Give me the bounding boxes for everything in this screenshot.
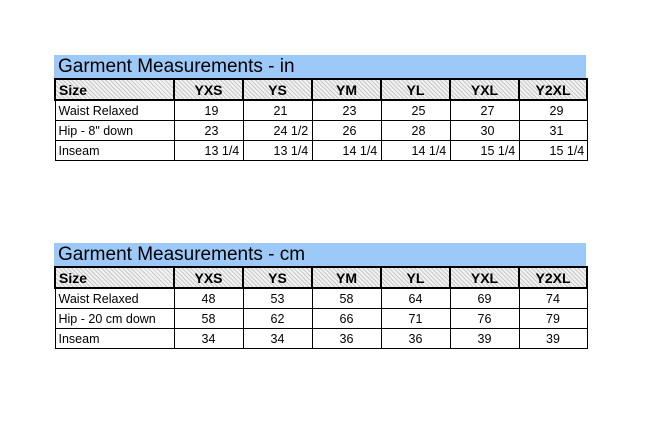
header-cell: YXS (173, 78, 244, 101)
table-cell: 39 (449, 328, 520, 349)
table-cell: 28 (380, 120, 451, 141)
row-label-cell: Hip - 20 cm down (54, 308, 175, 329)
table-cell: 76 (449, 308, 520, 329)
header-cell: Y2XL (518, 266, 588, 289)
table-block-inches: Garment Measurements - in Size YXS YS YM… (54, 55, 588, 161)
header-cell: YS (242, 266, 313, 289)
table-cell: 48 (173, 287, 244, 309)
table-cell: 58 (311, 287, 382, 309)
table-cell: 58 (173, 308, 244, 329)
table-cell: 39 (518, 328, 588, 349)
row-label-cell: Inseam (54, 328, 175, 349)
measurement-table: Size YXS YS YM YL YXL Y2XL Waist Relaxed… (54, 78, 588, 161)
table-cell: 25 (380, 99, 451, 121)
measurement-table: Size YXS YS YM YL YXL Y2XL Waist Relaxed… (54, 266, 588, 349)
table-cell: 79 (518, 308, 588, 329)
table-cell: 13 1/4 (242, 140, 313, 161)
table-header-row: Size YXS YS YM YL YXL Y2XL (54, 78, 588, 101)
table-cell: 69 (449, 287, 520, 309)
table-cell: 14 1/4 (311, 140, 382, 161)
table-cell: 62 (242, 308, 313, 329)
table-cell: 21 (242, 99, 313, 121)
table-cell: 31 (518, 120, 588, 141)
table-row: Inseam 34 34 36 36 39 39 (54, 328, 588, 349)
table-cell: 15 1/4 (449, 140, 520, 161)
table-cell: 36 (311, 328, 382, 349)
table-cell: 26 (311, 120, 382, 141)
table-header-row: Size YXS YS YM YL YXL Y2XL (54, 266, 588, 289)
table-cell: 34 (173, 328, 244, 349)
table-cell: 36 (380, 328, 451, 349)
header-cell: YL (380, 266, 451, 289)
header-cell: YXS (173, 266, 244, 289)
header-cell: YS (242, 78, 313, 101)
table-cell: 66 (311, 308, 382, 329)
row-label-cell: Hip - 8" down (54, 120, 175, 141)
table-row: Waist Relaxed 19 21 23 25 27 29 (54, 99, 588, 121)
table-row: Waist Relaxed 48 53 58 64 69 74 (54, 287, 588, 309)
table-cell: 71 (380, 308, 451, 329)
table-cell: 64 (380, 287, 451, 309)
table-title: Garment Measurements - cm (54, 243, 586, 266)
header-cell: YL (380, 78, 451, 101)
table-cell: 30 (449, 120, 520, 141)
row-label-cell: Waist Relaxed (54, 287, 175, 309)
table-row: Inseam 13 1/4 13 1/4 14 1/4 14 1/4 15 1/… (54, 140, 588, 161)
header-cell: Size (54, 78, 175, 101)
table-cell: 34 (242, 328, 313, 349)
row-label-cell: Waist Relaxed (54, 99, 175, 121)
table-row: Hip - 8" down 23 24 1/2 26 28 30 31 (54, 120, 588, 141)
row-label-cell: Inseam (54, 140, 175, 161)
header-cell: YM (311, 78, 382, 101)
header-cell: YM (311, 266, 382, 289)
table-cell: 74 (518, 287, 588, 309)
table-cell: 15 1/4 (518, 140, 588, 161)
table-row: Hip - 20 cm down 58 62 66 71 76 79 (54, 308, 588, 329)
table-cell: 14 1/4 (380, 140, 451, 161)
header-cell: YXL (449, 266, 520, 289)
table-cell: 29 (518, 99, 588, 121)
table-cell: 53 (242, 287, 313, 309)
table-cell: 19 (173, 99, 244, 121)
header-cell: Y2XL (518, 78, 588, 101)
table-cell: 23 (311, 99, 382, 121)
table-cell: 23 (173, 120, 244, 141)
table-block-centimeters: Garment Measurements - cm Size YXS YS YM… (54, 243, 588, 349)
table-cell: 27 (449, 99, 520, 121)
header-cell: YXL (449, 78, 520, 101)
header-cell: Size (54, 266, 175, 289)
table-title: Garment Measurements - in (54, 55, 586, 78)
table-cell: 24 1/2 (242, 120, 313, 141)
table-cell: 13 1/4 (173, 140, 244, 161)
